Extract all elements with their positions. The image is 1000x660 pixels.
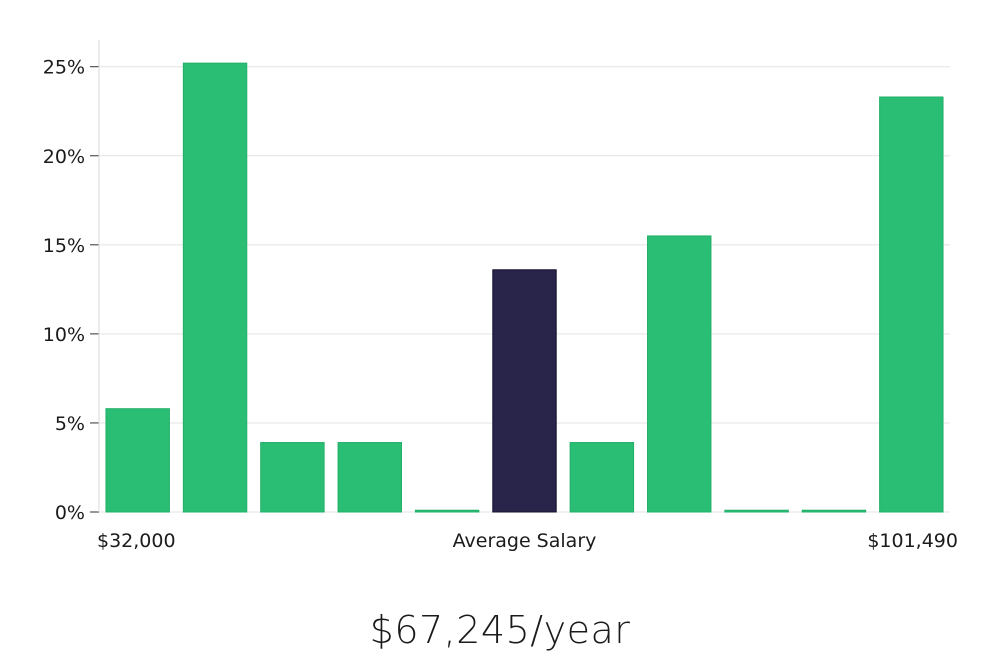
bar	[879, 96, 944, 513]
bar	[724, 509, 789, 513]
bar	[414, 509, 480, 513]
bar	[337, 442, 402, 513]
y-tick-label: 15%	[43, 235, 85, 257]
y-tick-label: 5%	[55, 413, 85, 435]
bar	[105, 408, 170, 513]
x-label-max: $101,490	[867, 530, 958, 552]
salary-distribution-chart: 0% 5% 10% 15% 20% 25% $32,000 Average Salary $10…	[43, 40, 958, 552]
bar	[647, 235, 712, 513]
x-label-average: Average Salary	[453, 530, 597, 552]
y-tick-label: 25%	[43, 57, 85, 79]
bar	[569, 442, 635, 513]
bar	[182, 62, 248, 513]
y-tick-label: 10%	[43, 324, 85, 346]
average-salary-value: $67,245/year	[369, 608, 631, 652]
bar	[260, 442, 325, 513]
y-tick-label: 20%	[43, 146, 85, 168]
bar-average-salary	[492, 269, 557, 513]
x-label-min: $32,000	[97, 530, 176, 552]
bar	[801, 509, 867, 513]
y-tick-label: 0%	[55, 502, 85, 524]
